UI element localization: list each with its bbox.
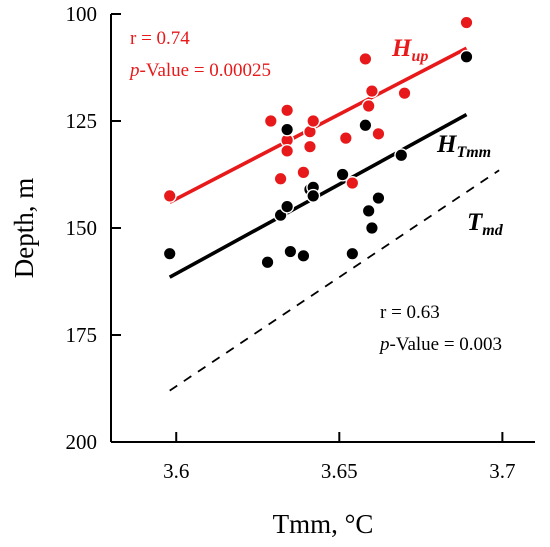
x-tick-label: 3.65 <box>321 459 358 483</box>
data-point-htmm <box>283 244 298 259</box>
htmm-p-prefix: p <box>378 334 390 355</box>
hup-label-sub: up <box>411 48 428 65</box>
htmm-label-main: H <box>436 131 458 158</box>
data-point-htmm <box>371 191 386 206</box>
series-label-tmd: Tmd <box>467 209 504 239</box>
data-points <box>162 15 474 270</box>
data-point-htmm <box>459 49 474 64</box>
data-point-htmm <box>361 203 376 218</box>
data-point-hup <box>280 143 295 158</box>
htmm-p-value: p-Value = 0.003 <box>378 334 502 355</box>
data-point-htmm <box>364 220 379 235</box>
data-point-hup <box>296 165 311 180</box>
y-tick-label: 200 <box>66 430 98 454</box>
x-tick-label: 3.6 <box>163 459 189 483</box>
series-label-htmm: HTmm <box>436 131 491 161</box>
tmd-label-main: T <box>467 209 484 236</box>
x-axis-title: Tmm, °C <box>273 509 374 539</box>
y-tick-label: 100 <box>66 2 98 26</box>
y-tick-label: 175 <box>66 323 98 347</box>
tmd-label-sub: md <box>482 222 503 239</box>
data-point-htmm <box>345 246 360 261</box>
series-label-hup: Hup <box>391 35 428 65</box>
hup-label-main: H <box>391 35 413 62</box>
hup-r-value: r = 0.74 <box>130 28 190 49</box>
y-tick-label: 125 <box>66 109 98 133</box>
y-axis-title: Depth, m <box>9 178 39 279</box>
data-point-hup <box>358 51 373 66</box>
tick-group: 100 125 150 175 200 3.6 3.65 3.7 <box>66 2 516 483</box>
data-point-hup <box>273 171 288 186</box>
htmm-p-text: -Value = 0.003 <box>390 334 503 355</box>
data-point-hup <box>459 15 474 30</box>
chart-labels: Tmm, °C Depth, m r = 0.74 p-Value = 0.00… <box>9 28 504 539</box>
data-point-hup <box>364 84 379 99</box>
x-tick-label: 3.7 <box>489 459 515 483</box>
data-point-hup <box>338 131 353 146</box>
data-point-hup <box>263 113 278 128</box>
data-point-htmm <box>394 148 409 163</box>
data-point-htmm <box>260 255 275 270</box>
data-point-hup <box>302 139 317 154</box>
htmm-r-value: r = 0.63 <box>380 302 440 323</box>
data-point-hup <box>361 99 376 114</box>
data-point-hup <box>345 176 360 191</box>
data-point-htmm <box>162 246 177 261</box>
data-point-hup <box>397 86 412 101</box>
data-point-htmm <box>280 199 295 214</box>
data-point-htmm <box>280 122 295 137</box>
y-tick-label: 150 <box>66 216 98 240</box>
htmm-label-sub: Tmm <box>456 144 491 161</box>
data-point-htmm <box>358 118 373 133</box>
trend-line-tmd <box>169 169 500 392</box>
data-point-htmm <box>296 248 311 263</box>
hup-p-value: p-Value = 0.00025 <box>128 60 271 81</box>
data-point-hup <box>306 113 321 128</box>
hup-p-text: -Value = 0.00025 <box>140 60 272 81</box>
data-point-htmm <box>335 167 350 182</box>
data-point-hup <box>371 126 386 141</box>
hup-p-prefix: p <box>128 60 140 81</box>
data-point-hup <box>162 188 177 203</box>
data-point-hup <box>280 103 295 118</box>
data-point-htmm <box>306 188 321 203</box>
